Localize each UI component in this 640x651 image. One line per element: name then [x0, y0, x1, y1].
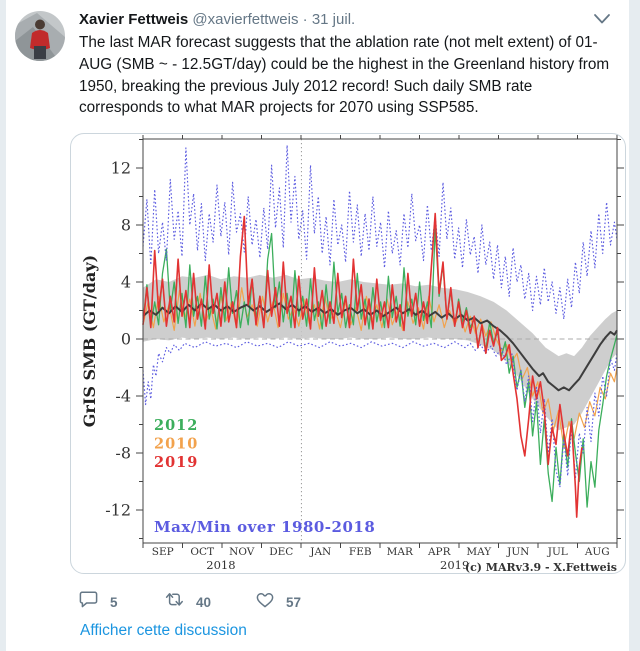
author-name[interactable]: Xavier Fettweis [79, 11, 189, 28]
svg-text:2019: 2019 [440, 558, 469, 572]
avatar-photo [15, 11, 65, 61]
show-thread-link[interactable]: Afficher cette discussion [80, 622, 247, 639]
avatar[interactable] [15, 11, 65, 61]
svg-text:OCT: OCT [190, 546, 214, 558]
tweet-actions: 5 40 [79, 590, 479, 614]
svg-text:Max/Min over 1980-2018: Max/Min over 1980-2018 [154, 518, 375, 536]
like-count: 57 [286, 594, 302, 610]
tweet: Xavier Fettweis @xavierfettweis · 31 jui… [5, 0, 630, 651]
reply-icon [79, 590, 99, 614]
svg-text:4: 4 [121, 273, 131, 292]
svg-text:8: 8 [121, 216, 131, 235]
svg-text:12: 12 [111, 159, 131, 178]
heart-icon [255, 591, 275, 614]
svg-text:MAR: MAR [387, 546, 414, 558]
author-handle[interactable]: @xavierfettweis [192, 11, 299, 28]
svg-text:DEC: DEC [269, 546, 293, 558]
svg-text:MAY: MAY [466, 546, 492, 558]
svg-text:2019: 2019 [154, 454, 198, 471]
svg-text:-8: -8 [115, 444, 131, 463]
svg-text:JUN: JUN [506, 546, 529, 558]
svg-text:-12: -12 [105, 501, 131, 520]
retweet-button[interactable]: 40 [164, 591, 255, 613]
svg-text:APR: APR [427, 546, 452, 558]
svg-text:(c) MARv3.9 - X.Fettweis: (c) MARv3.9 - X.Fettweis [465, 561, 617, 573]
svg-text:JAN: JAN [309, 546, 331, 558]
chart-card[interactable]: -12 -8 -4 0 4 8 12 SEP OCT NOV DEC JAN FEB MAR APR MAY J… [70, 133, 626, 574]
svg-text:JUL: JUL [547, 546, 568, 558]
tweet-text: The last MAR forecast suggests that the … [79, 34, 610, 117]
svg-text:-4: -4 [115, 387, 131, 406]
svg-text:0: 0 [121, 330, 131, 349]
retweet-count: 40 [196, 594, 212, 610]
svg-text:GrIS SMB (GT/day): GrIS SMB (GT/day) [80, 255, 99, 427]
smb-chart: -12 -8 -4 0 4 8 12 SEP OCT NOV DEC JAN FEB MAR APR MAY J… [80, 135, 624, 573]
reply-button[interactable]: 5 [79, 590, 164, 614]
reply-count: 5 [110, 594, 118, 610]
svg-text:2018: 2018 [206, 558, 235, 572]
svg-text:SEP: SEP [152, 546, 174, 558]
like-button[interactable]: 57 [255, 591, 301, 614]
svg-text:AUG: AUG [584, 546, 610, 558]
chevron-down-icon[interactable] [593, 12, 611, 26]
svg-text:FEB: FEB [349, 546, 372, 558]
retweet-icon [164, 591, 185, 613]
tweet-header: Xavier Fettweis @xavierfettweis · 31 jui… [79, 10, 619, 30]
header-separator: · [302, 11, 308, 28]
svg-text:2012: 2012 [154, 417, 198, 434]
svg-text:2010: 2010 [154, 436, 198, 453]
tweet-date[interactable]: 31 juil. [311, 11, 356, 28]
svg-text:NOV: NOV [229, 546, 255, 558]
